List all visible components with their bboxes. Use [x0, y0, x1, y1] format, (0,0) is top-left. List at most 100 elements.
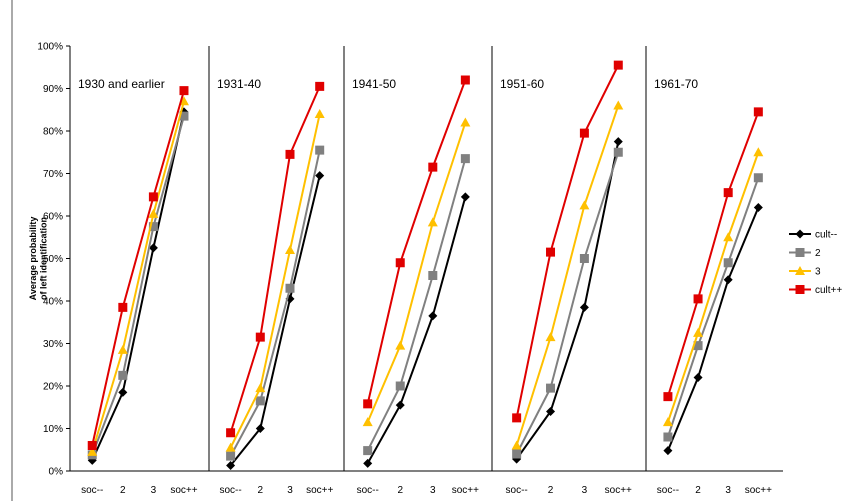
- series-line-cult++: [666, 111, 760, 397]
- x-tick-label: 2: [258, 485, 264, 496]
- data-point-cult++: [753, 107, 763, 117]
- x-tick-label: soc++: [170, 485, 197, 496]
- series-line-2: [515, 151, 620, 455]
- data-point-cult++: [285, 149, 295, 159]
- data-point-cult--: [148, 243, 158, 253]
- series-line-cult--: [666, 207, 760, 451]
- legend-marker: [795, 229, 805, 239]
- series-line-2: [91, 115, 185, 456]
- series-line-2: [666, 177, 760, 438]
- data-point-cult++: [546, 247, 556, 257]
- x-tick-label: 2: [695, 485, 701, 496]
- data-point-cult--: [395, 400, 405, 410]
- data-point-2: [148, 222, 158, 232]
- data-point-cult++: [226, 428, 236, 438]
- data-point-3: [362, 417, 373, 427]
- data-point-cult++: [395, 258, 405, 268]
- y-tick-label: 20%: [43, 382, 63, 393]
- data-point-cult++: [428, 162, 438, 172]
- x-tick-label: 2: [120, 485, 126, 496]
- series-line-cult++: [91, 90, 185, 446]
- data-point-2: [255, 396, 265, 406]
- series-line-3: [515, 105, 620, 446]
- data-point-cult++: [315, 81, 325, 91]
- y-axis-title-line: of left identification: [39, 217, 49, 300]
- data-point-2: [579, 254, 589, 263]
- data-point-cult++: [179, 86, 189, 96]
- legend-label: cult++: [815, 285, 842, 296]
- data-point-2: [315, 145, 325, 155]
- x-tick-label: 3: [430, 485, 436, 496]
- data-point-2: [179, 111, 189, 121]
- x-tick-label: 3: [582, 485, 588, 496]
- legend-label: cult--: [815, 230, 837, 241]
- series-line-cult--: [366, 196, 467, 464]
- data-point-2: [613, 147, 623, 157]
- data-point-3: [545, 332, 556, 342]
- data-point-2: [226, 451, 236, 461]
- x-tick-label: soc++: [306, 485, 333, 496]
- data-point-3: [662, 417, 673, 427]
- data-point-3: [753, 147, 764, 157]
- data-point-cult--: [693, 373, 703, 382]
- data-point-3: [314, 109, 325, 118]
- y-tick-label: 100%: [37, 42, 63, 53]
- data-point-3: [255, 383, 266, 393]
- x-tick-label: 2: [548, 485, 554, 496]
- panel-3: 1941-50 soc-- 2 3 soc++: [352, 75, 479, 496]
- legend-marker: [795, 266, 805, 275]
- series-line-2: [229, 149, 321, 457]
- series-line-2: [366, 158, 467, 452]
- x-tick-label: soc--: [81, 485, 103, 496]
- data-point-2: [460, 154, 470, 164]
- x-tick-label: soc--: [657, 485, 679, 496]
- x-tick-label: soc++: [605, 485, 632, 496]
- x-tick-label: soc--: [219, 485, 241, 496]
- panel-label: 1931-40: [217, 77, 261, 91]
- y-axis-title-line: Average probability: [28, 217, 38, 301]
- series-line-cult--: [229, 175, 321, 467]
- panel-label: 1961-70: [654, 77, 698, 91]
- data-point-cult--: [363, 458, 373, 468]
- data-point-2: [363, 446, 373, 456]
- legend: cult-- 2 3 cult++: [789, 229, 842, 296]
- y-tick-label: 70%: [43, 169, 63, 180]
- y-tick-label: 60%: [43, 212, 63, 223]
- data-point-cult--: [753, 203, 763, 212]
- x-tick-label: soc++: [745, 485, 772, 496]
- legend-label: 2: [815, 248, 821, 259]
- data-point-cult--: [723, 275, 733, 285]
- data-point-cult++: [118, 302, 128, 312]
- x-tick-label: 3: [725, 485, 731, 496]
- series-line-cult++: [229, 85, 321, 434]
- data-point-2: [285, 283, 295, 293]
- panel-2: 1931-40 soc-- 2 3 soc++: [217, 77, 333, 496]
- data-point-cult--: [460, 192, 470, 202]
- y-tick-label: 80%: [43, 127, 63, 138]
- x-tick-label: soc++: [452, 485, 479, 496]
- data-point-2: [663, 432, 673, 442]
- data-point-cult--: [546, 407, 556, 416]
- data-point-3: [178, 96, 189, 106]
- data-point-2: [512, 449, 522, 459]
- data-point-cult--: [315, 171, 325, 181]
- data-point-cult++: [87, 441, 97, 450]
- y-tick-label: 50%: [43, 254, 63, 265]
- legend-label: 3: [815, 267, 821, 278]
- data-point-2: [723, 258, 733, 268]
- data-point-cult--: [663, 446, 673, 456]
- data-point-3: [613, 100, 624, 110]
- series-line-3: [229, 113, 321, 449]
- data-point-cult++: [693, 294, 703, 304]
- data-point-2: [118, 370, 128, 380]
- data-point-cult--: [428, 311, 438, 321]
- data-point-cult++: [255, 332, 265, 342]
- data-point-3: [579, 200, 590, 210]
- data-point-2: [693, 341, 703, 351]
- panel-1: 1930 and earlier soc-- 2 3 soc++: [78, 77, 198, 496]
- y-tick-label: 0%: [49, 467, 64, 478]
- data-point-cult--: [118, 387, 128, 397]
- legend-marker: [795, 285, 805, 294]
- data-point-cult++: [613, 60, 623, 70]
- data-point-2: [395, 381, 405, 391]
